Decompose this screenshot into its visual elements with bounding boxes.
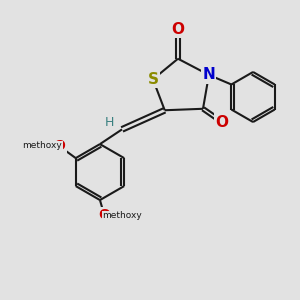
Text: O: O [172, 22, 184, 37]
Text: O: O [54, 139, 65, 153]
Text: methoxy: methoxy [22, 141, 62, 150]
Text: O: O [216, 115, 229, 130]
Text: H: H [105, 116, 114, 129]
Text: methoxy: methoxy [102, 212, 142, 220]
Text: O: O [98, 208, 110, 222]
Text: S: S [147, 72, 158, 87]
Text: N: N [202, 68, 215, 82]
